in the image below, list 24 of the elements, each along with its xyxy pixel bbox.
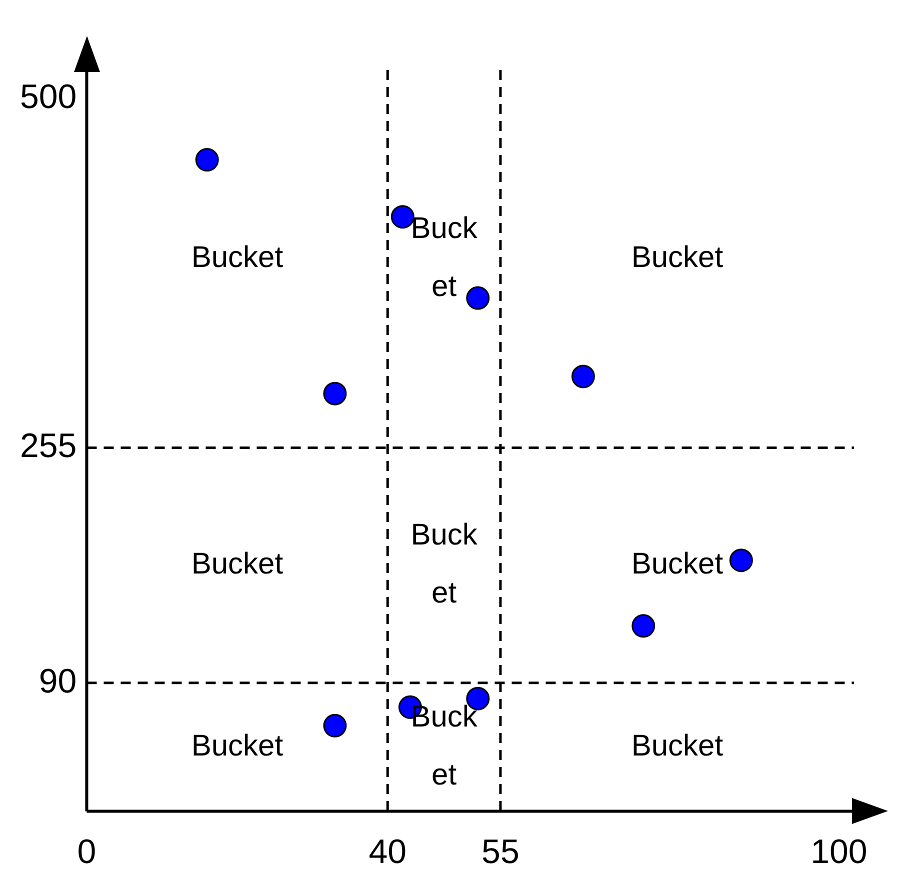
x-tick-label: 0 — [77, 832, 96, 871]
y-tick-label: 500 — [20, 78, 77, 116]
annotation: Bucket — [410, 700, 478, 792]
annotation: Bucket — [410, 212, 478, 304]
x-tick-label: 55 — [482, 832, 520, 871]
y-tick-label: 90 — [38, 662, 77, 700]
point — [632, 614, 656, 638]
annotation: Bucket — [631, 548, 724, 581]
annotation: Bucket — [631, 241, 724, 274]
annotation: Bucket — [191, 548, 284, 581]
point — [195, 148, 219, 172]
x-tick-label: 40 — [368, 832, 407, 871]
annotation: Bucket — [410, 518, 478, 610]
point — [466, 286, 490, 310]
point — [729, 548, 753, 572]
annotation: Bucket — [631, 729, 724, 762]
point — [323, 714, 347, 738]
annotation: Bucket — [191, 241, 284, 274]
point — [571, 364, 595, 388]
x-tick-label: 100 — [810, 832, 868, 871]
point — [390, 205, 414, 229]
point — [323, 382, 347, 406]
y-tick-label: 255 — [20, 427, 77, 466]
annotation: Bucket — [191, 729, 284, 762]
